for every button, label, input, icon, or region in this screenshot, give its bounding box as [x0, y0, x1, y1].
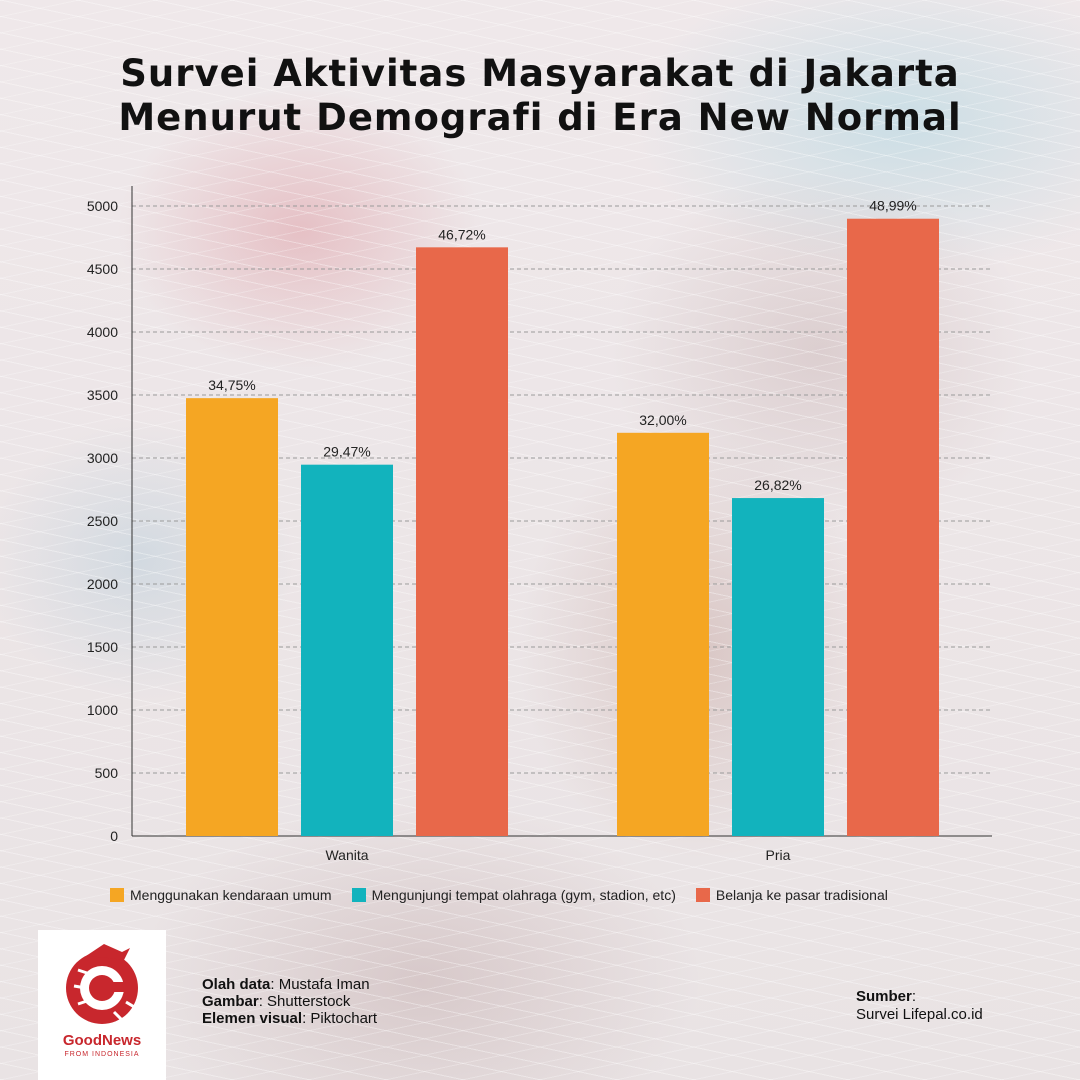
- legend-label: Mengunjungi tempat olahraga (gym, stadio…: [371, 887, 676, 903]
- logo-name: GoodNews: [62, 1032, 142, 1049]
- title-line-1: Survei Aktivitas Masyarakat di Jakarta: [120, 52, 960, 95]
- legend-label: Menggunakan kendaraan umum: [130, 887, 332, 903]
- credit-elemen: Elemen visual: Piktochart: [202, 1010, 377, 1027]
- chart-title: Survei Aktivitas Masyarakat di Jakarta M…: [0, 52, 1080, 140]
- source-label: Sumber: [856, 988, 912, 1005]
- y-tick-label: 1500: [87, 639, 118, 655]
- credit-gambar: Gambar: Shutterstock: [202, 993, 377, 1010]
- credits: Olah data: Mustafa Iman Gambar: Shutters…: [202, 976, 377, 1027]
- bar: [732, 498, 824, 836]
- source: Sumber: Survei Lifepal.co.id: [856, 988, 983, 1024]
- y-tick-label: 2500: [87, 513, 118, 529]
- y-tick-label: 500: [95, 765, 119, 781]
- legend-swatch: [110, 888, 124, 902]
- logo-tagline: FROM INDONESIA: [64, 1051, 140, 1058]
- legend-swatch: [351, 888, 366, 902]
- credit-olah-data: Olah data: Mustafa Iman: [202, 976, 377, 993]
- credit-value: : Mustafa Iman: [270, 976, 370, 993]
- legend-swatch: [695, 888, 710, 902]
- bar-data-label: 46,72%: [438, 226, 485, 242]
- credit-label: Elemen visual: [202, 1010, 303, 1027]
- bar: [617, 432, 709, 836]
- legend: Menggunakan kendaraan umum Mengunjungi t…: [110, 887, 888, 903]
- bar: [416, 247, 508, 836]
- source-colon: :: [911, 988, 917, 1005]
- bar-data-label: 48,99%: [869, 198, 916, 214]
- y-tick-label: 4500: [87, 261, 118, 277]
- eagle-emblem-icon: [66, 944, 138, 1024]
- bar-data-label: 32,00%: [639, 412, 686, 428]
- bar-data-label: 34,75%: [208, 377, 255, 393]
- source-heading: Sumber:: [856, 988, 983, 1006]
- bar-data-label: 29,47%: [323, 444, 370, 460]
- legend-item-kendaraan: Menggunakan kendaraan umum: [110, 887, 332, 903]
- legend-item-olahraga: Mengunjungi tempat olahraga (gym, stadio…: [351, 887, 676, 903]
- y-tick-label: 3000: [87, 450, 118, 466]
- y-tick-label: 4000: [87, 324, 118, 340]
- bar: [186, 398, 278, 836]
- source-value: Survei Lifepal.co.id: [856, 1006, 983, 1023]
- y-tick-label: 3500: [87, 387, 118, 403]
- legend-item-pasar: Belanja ke pasar tradisional: [695, 887, 888, 903]
- y-tick-label: 2000: [87, 576, 118, 592]
- credit-label: Gambar: [202, 993, 259, 1010]
- y-tick-label: 1000: [87, 702, 118, 718]
- bar: [847, 218, 939, 836]
- y-tick-label: 0: [110, 828, 118, 844]
- y-tick-label: 5000: [87, 198, 118, 214]
- credit-value: : Shutterstock: [258, 993, 351, 1010]
- x-category-label: Wanita: [325, 847, 368, 863]
- title-line-2: Menurut Demografi di Era New Normal: [118, 96, 962, 139]
- credit-value: : Piktochart: [302, 1010, 378, 1027]
- bar: [301, 464, 393, 836]
- legend-label: Belanja ke pasar tradisional: [715, 887, 888, 903]
- x-category-label: Pria: [766, 847, 791, 863]
- credit-label: Olah data: [202, 976, 271, 993]
- goodnews-logo: GoodNews FROM INDONESIA: [38, 930, 166, 1080]
- bar-data-label: 26,82%: [754, 477, 801, 493]
